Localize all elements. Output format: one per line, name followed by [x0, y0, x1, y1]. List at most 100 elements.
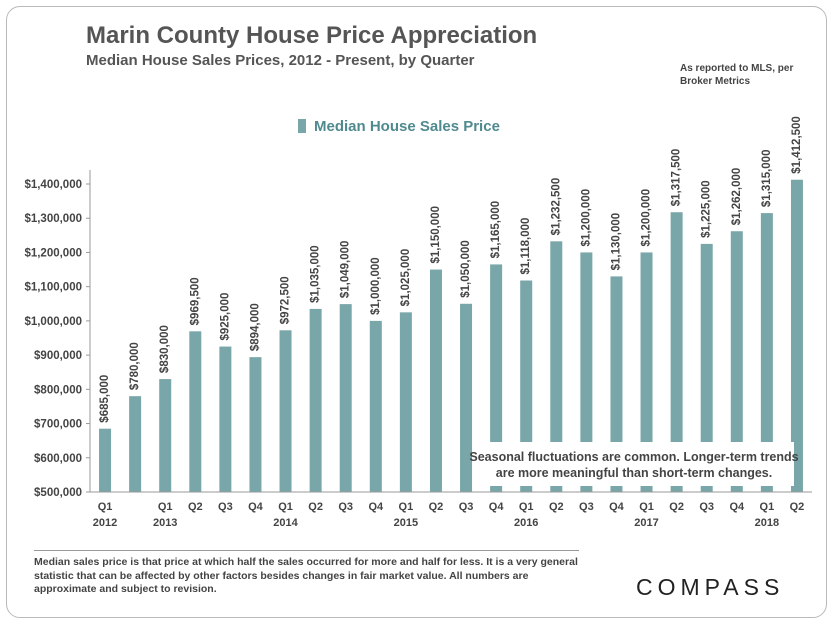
x-tick-label: Q4 — [489, 501, 505, 513]
y-axis: $500,000 $600,000 $700,000 $800,000 $900,000… — [24, 170, 91, 499]
bar-value-label: $1,150,000 — [430, 206, 442, 264]
bar — [460, 303, 473, 492]
bar-value-label: $925,000 — [219, 293, 231, 341]
bar-value-label: $1,165,000 — [490, 201, 502, 259]
legend-swatch — [298, 119, 306, 133]
bar — [700, 243, 713, 492]
bar — [429, 269, 442, 492]
x-axis: Q1 2012 Q1 2013 Q2 Q3 Q4 Q1 2014 Q2 Q3 Q4 Q1 2015 Q2 Q3… — [90, 491, 812, 529]
bar — [339, 304, 352, 492]
page-title: Marin County House Price Appreciation — [86, 22, 538, 49]
bar — [309, 308, 322, 492]
bar — [369, 320, 382, 492]
bar — [760, 213, 773, 493]
bar — [189, 331, 202, 492]
bar-value-label: $685,000 — [99, 375, 111, 423]
bar — [640, 252, 653, 492]
bar-value-label: $1,118,000 — [520, 218, 532, 275]
page-subtitle: Median House Sales Prices, 2012 - Presen… — [86, 52, 475, 69]
bar — [159, 379, 172, 492]
x-tick-label: Q1 — [760, 501, 775, 513]
x-tick-label: Q1 — [98, 501, 113, 513]
bar — [279, 330, 292, 492]
bar-value-label: $1,200,000 — [641, 189, 653, 247]
bar-value-label: $1,200,000 — [580, 189, 592, 247]
bar-value-label: $1,232,500 — [550, 178, 562, 236]
bar — [490, 264, 503, 492]
x-year-label: 2012 — [93, 517, 117, 529]
y-tick-label: $700,000 — [34, 419, 82, 431]
bar-value-label: $1,130,000 — [610, 213, 622, 271]
y-tick-label: $600,000 — [34, 453, 82, 465]
y-tick-label: $500,000 — [34, 487, 82, 499]
x-tick-label: Q3 — [218, 501, 233, 513]
x-tick-label: Q1 — [519, 501, 534, 513]
footnote: Median sales price is that price at whic… — [34, 550, 579, 597]
bar-value-label: $1,050,000 — [460, 240, 472, 298]
y-tick-label: $1,000,000 — [24, 316, 82, 328]
bar — [129, 396, 142, 492]
bar-value-label: $1,000,000 — [370, 257, 382, 315]
x-year-label: 2013 — [153, 517, 177, 529]
y-tick-label: $900,000 — [34, 350, 82, 362]
bar — [670, 212, 683, 492]
bar-value-label: $780,000 — [129, 342, 141, 390]
bar-value-label: $1,035,000 — [310, 245, 322, 303]
x-tick-label: Q2 — [188, 501, 203, 513]
bar — [730, 231, 743, 492]
bars — [99, 179, 803, 493]
bar — [399, 312, 412, 492]
x-tick-label: Q1 — [158, 501, 173, 513]
x-tick-label: Q2 — [669, 501, 684, 513]
x-tick-label: Q4 — [248, 501, 264, 513]
x-tick-label: Q2 — [790, 501, 805, 513]
y-tick-label: $1,300,000 — [24, 213, 82, 225]
x-tick-label: Q4 — [368, 501, 384, 513]
chart-frame — [6, 6, 827, 618]
compass-logo: COMPASS — [636, 574, 785, 600]
x-year-label: 2017 — [634, 517, 658, 529]
annotation-line-1: Seasonal fluctuations are common. Longer… — [469, 450, 798, 464]
x-tick-label: Q1 — [399, 501, 414, 513]
bar-value-label: $1,225,000 — [701, 180, 713, 238]
chart-legend: Median House Sales Price — [298, 118, 500, 135]
bar-value-label: $894,000 — [249, 303, 261, 351]
y-tick-label: $1,100,000 — [24, 282, 82, 294]
bar — [580, 252, 593, 492]
bar-value-label: $969,500 — [189, 277, 201, 325]
x-tick-label: Q3 — [579, 501, 594, 513]
source-note: As reported to MLS, per Broker Metrics — [680, 63, 794, 87]
x-tick-label: Q2 — [429, 501, 444, 513]
x-tick-label: Q3 — [699, 501, 714, 513]
x-tick-label: Q3 — [338, 501, 353, 513]
annotation-box — [474, 442, 794, 486]
bar-value-label: $830,000 — [159, 325, 171, 373]
x-tick-label: Q3 — [459, 501, 474, 513]
bar-value-label: $1,025,000 — [400, 249, 412, 307]
x-year-label: 2014 — [273, 517, 298, 529]
x-tick-label: Q1 — [278, 501, 293, 513]
bar — [249, 357, 262, 492]
bar-value-label: $1,412,500 — [791, 116, 803, 174]
x-tick-label: Q1 — [639, 501, 654, 513]
x-year-label: 2016 — [514, 517, 538, 529]
y-tick-label: $1,400,000 — [24, 179, 82, 191]
legend-label: Median House Sales Price — [314, 118, 500, 135]
bar-value-label: $1,315,000 — [761, 150, 773, 208]
y-tick-label: $800,000 — [34, 384, 82, 396]
y-tick-label: $1,200,000 — [24, 247, 82, 259]
bar — [550, 241, 563, 492]
bar-value-label: $1,317,500 — [671, 149, 683, 207]
x-tick-label: Q2 — [549, 501, 564, 513]
bar — [610, 276, 623, 492]
bar-value-label: $1,049,000 — [340, 241, 352, 299]
bar-value-label: $972,500 — [280, 276, 292, 324]
bar-value-label: $1,262,000 — [731, 168, 743, 226]
x-tick-label: Q2 — [308, 501, 323, 513]
x-year-label: 2015 — [394, 517, 418, 529]
x-tick-label: Q4 — [729, 501, 745, 513]
x-tick-label: Q4 — [609, 501, 625, 513]
bar — [219, 346, 232, 492]
bar — [99, 428, 112, 492]
